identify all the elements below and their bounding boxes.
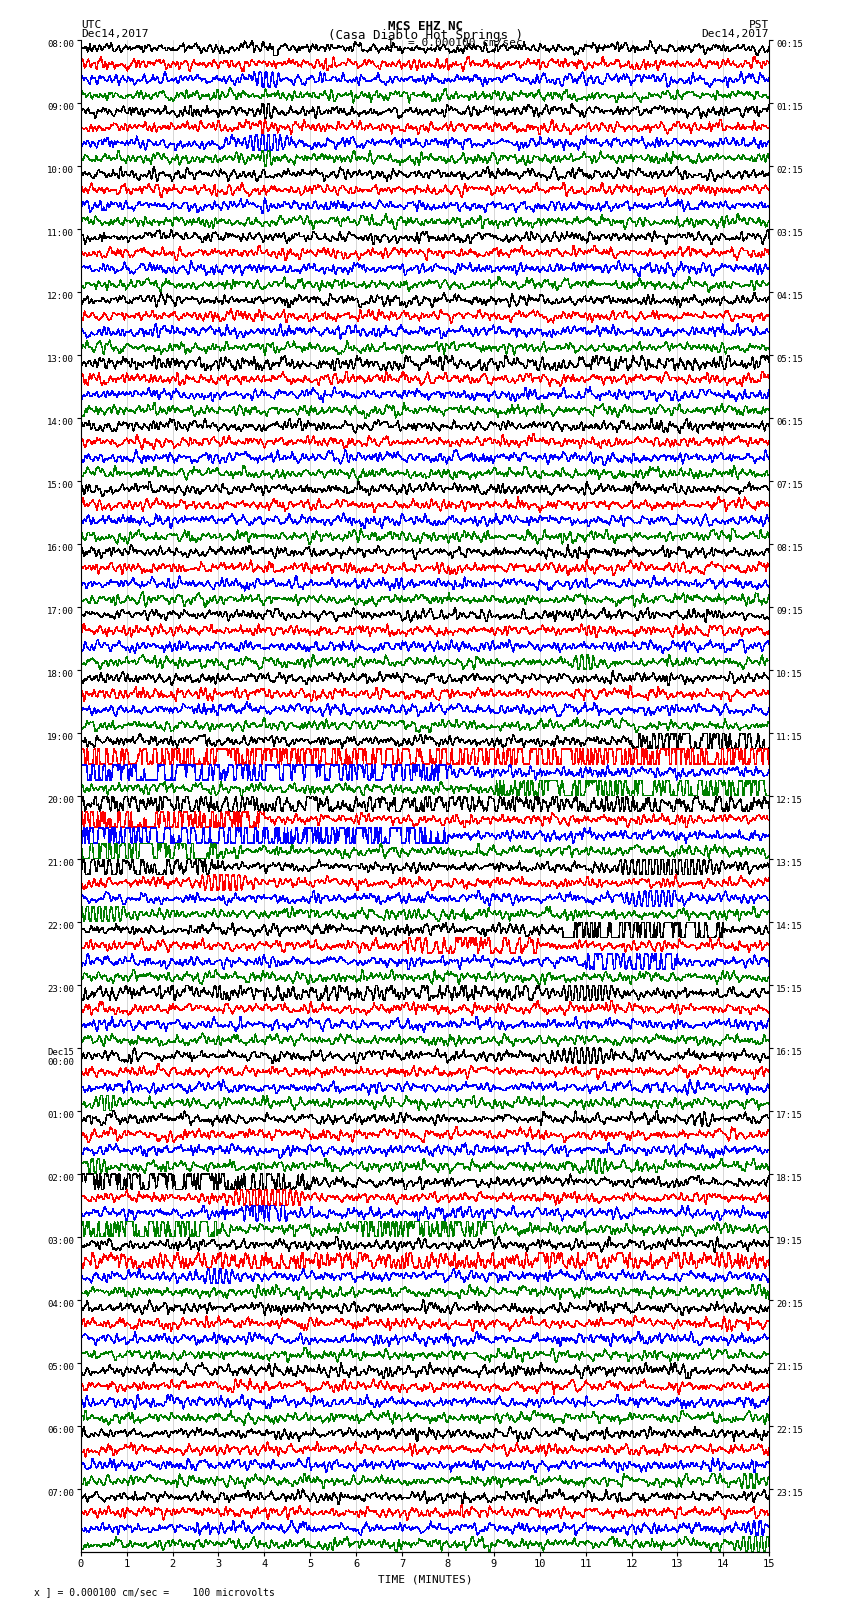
Text: MCS EHZ NC: MCS EHZ NC <box>388 19 462 34</box>
Text: (Casa Diablo Hot Springs ): (Casa Diablo Hot Springs ) <box>327 29 523 42</box>
Text: I: I <box>388 37 394 52</box>
Text: = 0.000100 cm/sec: = 0.000100 cm/sec <box>408 37 523 48</box>
X-axis label: TIME (MINUTES): TIME (MINUTES) <box>377 1574 473 1584</box>
Text: PST: PST <box>749 19 769 31</box>
Text: x ] = 0.000100 cm/sec =    100 microvolts: x ] = 0.000100 cm/sec = 100 microvolts <box>34 1587 275 1597</box>
Text: UTC: UTC <box>81 19 101 31</box>
Text: Dec14,2017: Dec14,2017 <box>81 29 148 39</box>
Text: Dec14,2017: Dec14,2017 <box>702 29 769 39</box>
